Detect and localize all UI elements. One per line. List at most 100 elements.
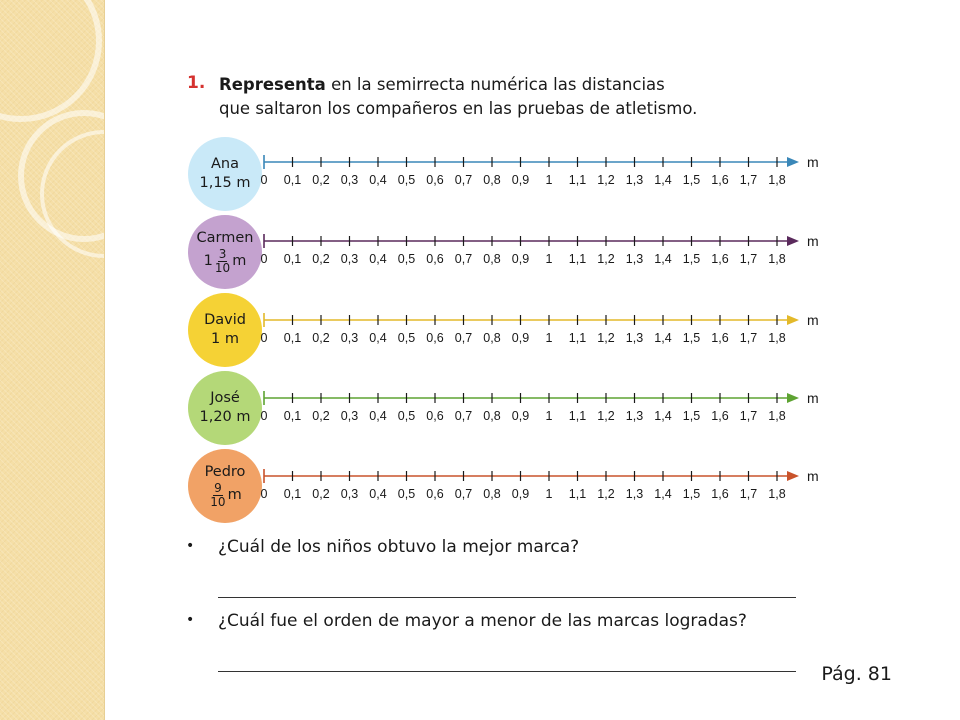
tick-label: 1,8 (768, 409, 785, 423)
tick-label: 0,8 (483, 331, 500, 345)
tick-label: 1,5 (683, 409, 700, 423)
sidebar-ring-decoration (0, 0, 102, 122)
tick-label: 1,2 (597, 331, 614, 345)
fraction-numerator: 9 (213, 481, 223, 496)
page-reference: Pág. 81 (821, 663, 892, 685)
tick-label: 0,2 (312, 252, 329, 266)
tick-label: 0,1 (284, 487, 301, 501)
student-badge-ana: Ana 1,15 m (188, 137, 262, 211)
number-line-ana: 0 0,1 0,2 0,3 0,4 0,5 0,6 0,7 0,8 0,9 1 1,1 1,2 1,3 1,… (261, 154, 819, 187)
student-distance: 1 m (211, 331, 239, 347)
student-name: Ana (211, 156, 239, 172)
tick-label: 0,1 (284, 252, 301, 266)
number-line-david: 0 0,1 0,2 0,3 0,4 0,5 0,6 0,7 0,8 0,9 1 1,1 1,2 1,3 1,… (261, 312, 819, 345)
tick-label: 0,2 (312, 409, 329, 423)
tick-label: 1,2 (597, 487, 614, 501)
number-line-jose: 0 0,1 0,2 0,3 0,4 0,5 0,6 0,7 0,8 0,9 1 1,1 1,2 1,3 1,… (261, 390, 819, 423)
tick-label: 1,3 (626, 487, 643, 501)
tick-label: 1,6 (711, 331, 728, 345)
tick-label: 1,7 (740, 331, 757, 345)
tick-label: 0,7 (455, 331, 472, 345)
tick-label: 0 (261, 331, 268, 345)
tick-label: 1,7 (740, 173, 757, 187)
tick-label: 0,9 (512, 173, 529, 187)
tick-label: 1,3 (626, 252, 643, 266)
fraction-denominator: 10 (210, 495, 226, 509)
tick-label: 0,7 (455, 252, 472, 266)
mixed-number-whole: 1 (203, 253, 213, 269)
tick-label: 0,3 (341, 409, 358, 423)
answer-line-1[interactable] (218, 597, 796, 598)
tick-label: 0,2 (312, 331, 329, 345)
tick-label: 0,1 (284, 409, 301, 423)
tick-label: 0,9 (512, 487, 529, 501)
tick-label: 1,3 (626, 409, 643, 423)
tick-label: 0,6 (426, 409, 443, 423)
tick-label: 1,8 (768, 173, 785, 187)
tick-label: 1,6 (711, 409, 728, 423)
tick-label: 0,7 (455, 409, 472, 423)
student-name: José (210, 390, 240, 406)
tick-label: 1,6 (711, 173, 728, 187)
tick-label: 1,8 (768, 487, 785, 501)
number-line-pedro: 0 0,1 0,2 0,3 0,4 0,5 0,6 0,7 0,8 0,9 1 1,1 1,2 1,3 1,… (261, 468, 819, 501)
exercise-statement: Representa en la semirrecta numérica las… (219, 73, 799, 121)
tick-label: 0 (261, 409, 268, 423)
tick-label: 1,1 (569, 331, 586, 345)
tick-label: 1 (546, 331, 553, 345)
tick-label: 0,3 (341, 173, 358, 187)
tick-label: 0,1 (284, 173, 301, 187)
exercise-number: 1. (187, 73, 206, 93)
student-badge-david: David 1 m (188, 293, 262, 367)
tick-label: 1,3 (626, 331, 643, 345)
tick-label: 1 (546, 173, 553, 187)
tick-label: 1,7 (740, 409, 757, 423)
tick-label: 1,8 (768, 331, 785, 345)
fraction: 9 10 (210, 482, 225, 509)
tick-label: 0,5 (398, 487, 415, 501)
exercise-line-2: que saltaron los compañeros en las prueb… (219, 99, 698, 118)
tick-label: 1,2 (597, 252, 614, 266)
student-distance: 1 3 10 m (204, 248, 247, 275)
tick-label: 0,6 (426, 173, 443, 187)
tick-label: 0,8 (483, 252, 500, 266)
tick-label: 1,6 (711, 252, 728, 266)
fraction-denominator: 10 (214, 261, 231, 275)
exercise-bold-verb: Representa (219, 75, 326, 94)
tick-label: 0,4 (369, 409, 386, 423)
tick-label: 1,7 (740, 487, 757, 501)
arrow-head (787, 471, 799, 481)
tick-label: 0,9 (512, 252, 529, 266)
tick-label: 0,4 (369, 173, 386, 187)
decorative-sidebar (0, 0, 105, 720)
arrow-head (787, 315, 799, 325)
tick-label: 1,2 (597, 173, 614, 187)
tick-label: 0,9 (512, 409, 529, 423)
tick-label: 1,5 (683, 331, 700, 345)
tick-label: 1,3 (626, 173, 643, 187)
tick-label: 1,1 (569, 173, 586, 187)
unit-label: m (807, 154, 819, 170)
tick-label: 0,5 (398, 331, 415, 345)
tick-label: 1,5 (683, 252, 700, 266)
number-line-carmen: 0 0,1 0,2 0,3 0,4 0,5 0,6 0,7 0,8 0,9 1 1,1 1,2 1,3 1,… (261, 233, 819, 266)
tick-label: 0,5 (398, 252, 415, 266)
tick-label: 1,1 (569, 409, 586, 423)
fraction-numerator: 3 (217, 247, 228, 262)
tick-label: 0,4 (369, 487, 386, 501)
tick-label: 1,5 (683, 173, 700, 187)
tick-label: 1,1 (569, 252, 586, 266)
tick-label: 0,6 (426, 252, 443, 266)
tick-label: 1,4 (654, 487, 671, 501)
tick-label: 0,9 (512, 331, 529, 345)
tick-label: 0,3 (341, 331, 358, 345)
tick-label: 1,2 (597, 409, 614, 423)
tick-label: 0 (261, 487, 268, 501)
tick-label: 0,3 (341, 252, 358, 266)
arrow-head (787, 157, 799, 167)
tick-label: 1,4 (654, 173, 671, 187)
answer-line-2[interactable] (218, 671, 796, 672)
tick-label: 0,2 (312, 173, 329, 187)
student-distance: 1,20 m (199, 409, 251, 425)
tick-label: 0,5 (398, 409, 415, 423)
